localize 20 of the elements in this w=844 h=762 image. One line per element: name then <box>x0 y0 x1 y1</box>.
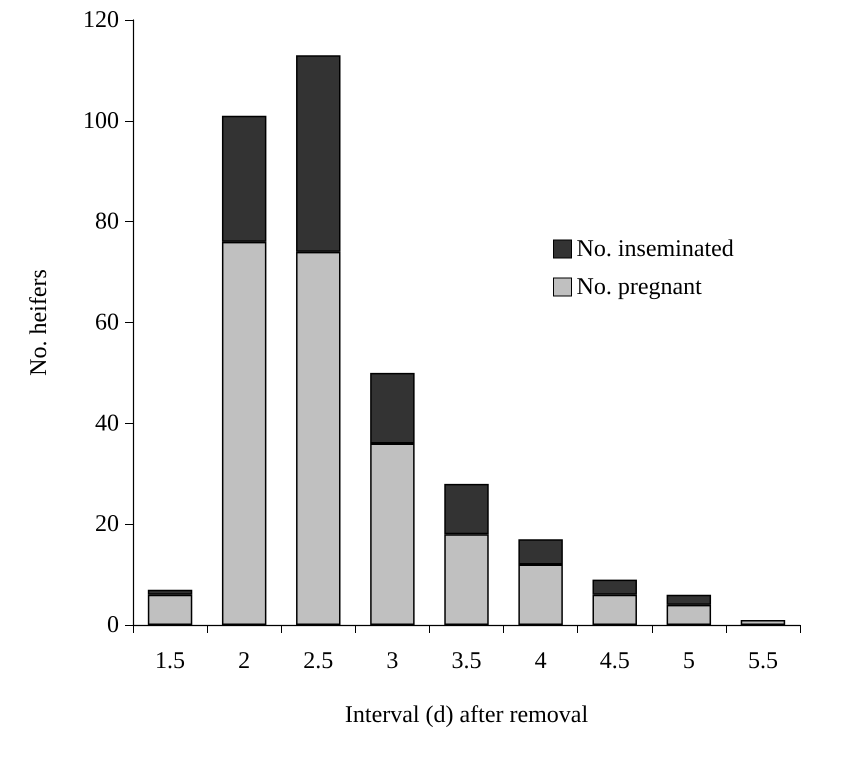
x-tick-label: 5 <box>682 648 695 674</box>
y-tick-label: 20 <box>95 511 119 538</box>
y-tick-label: 0 <box>107 612 119 638</box>
y-tick-label: 120 <box>83 7 119 33</box>
x-tick-label: 5.5 <box>748 648 778 674</box>
x-tick-label: 4.5 <box>600 648 630 674</box>
x-axis-title: Interval (d) after removal <box>344 702 588 728</box>
y-tick-label: 40 <box>95 410 119 436</box>
y-axis-title: No. heifers <box>26 269 52 376</box>
x-tick-label: 4 <box>534 648 547 674</box>
x-tick-label: 1.5 <box>155 648 186 674</box>
legend-label: No. pregnant <box>576 274 702 300</box>
x-tick-label: 2 <box>238 648 250 674</box>
y-tick-label: 100 <box>83 108 119 134</box>
y-tick-label: 60 <box>95 310 119 336</box>
x-tick-label: 3 <box>386 648 398 674</box>
x-tick-label: 3.5 <box>452 648 482 674</box>
legend-label: No. inseminated <box>576 236 734 262</box>
x-tick-label: 2.5 <box>303 648 334 674</box>
y-tick-label: 80 <box>95 208 119 235</box>
